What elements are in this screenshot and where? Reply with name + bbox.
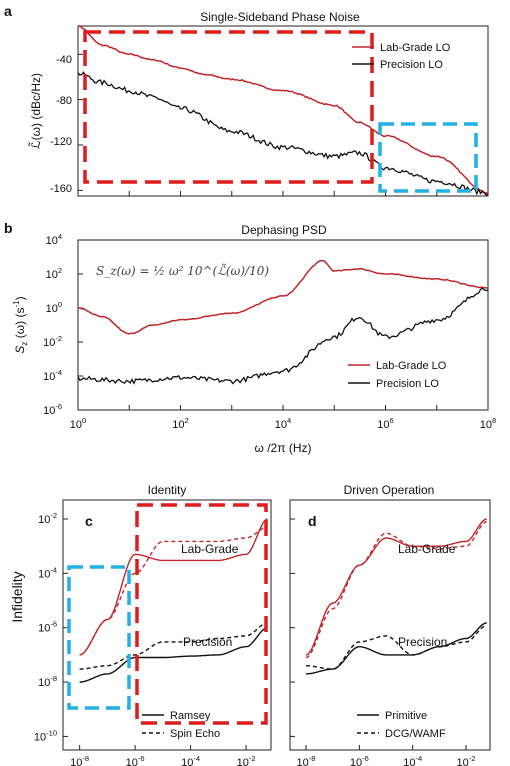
panel-c-xtick: 10-6	[126, 754, 145, 766]
panel-c-series	[79, 518, 268, 683]
panel-c-ytick: 10-8	[38, 674, 57, 689]
panel-d-xtick: 10-8	[297, 754, 316, 766]
panel-a-ytick: -160	[50, 183, 72, 195]
panel-d-frame	[289, 499, 491, 751]
panel-b-tickmarks	[77, 239, 489, 411]
panel-d: Driven Operation d 10-8 10-6 10-4 10-2 Lab-…	[289, 483, 491, 766]
panel-b-ytick: 10-2	[43, 334, 62, 349]
panel-b-line-precision	[77, 287, 489, 385]
panel-c-label: c	[85, 513, 93, 529]
panel-d-label: d	[308, 513, 317, 529]
panel-d-line-lab-grade-dashed	[305, 521, 487, 659]
panel-c-xticks: 10-8 10-6 10-4 10-2	[70, 754, 255, 766]
panel-c-ytick: 10-4	[38, 565, 57, 580]
panel-d-xtick: 10-2	[457, 754, 476, 766]
panel-b-xlabel: ω /2π (Hz)	[255, 441, 312, 455]
panel-a-ytick: -40	[56, 54, 72, 66]
panel-b-ytick: 10-6	[43, 402, 62, 417]
panel-c-line-precision-dashed	[79, 622, 268, 670]
panel-c-legend-spin-echo: Spin Echo	[170, 728, 220, 740]
panel-a-tickmarks	[77, 53, 489, 196]
panel-a-legend: Lab-Grade LO Precision LO	[352, 42, 451, 71]
panel-b-xtick: 108	[480, 416, 496, 431]
panel-a-red-highlight-box	[83, 30, 374, 184]
panel-c: Infidelity Identity c 10-210-410-610-810…	[9, 483, 272, 766]
panel-a-line-precision	[77, 71, 489, 196]
panel-b: b Dephasing PSD Sz (ω) (s-1) S_z(ω) = ½ …	[4, 220, 496, 455]
panel-d-legend-dcg-wamf: DCG/WAMF	[385, 728, 446, 740]
panel-c-xtick: 10-2	[237, 754, 256, 766]
panel-d-legend-primitive: Primitive	[385, 710, 427, 722]
panel-d-lab-grade-annotation: Lab-Grade	[398, 542, 456, 556]
panel-c-title: Identity	[148, 483, 187, 497]
panel-c-legend-ramsey: Ramsey	[170, 710, 211, 722]
panel-d-tickmarks	[290, 518, 467, 750]
panel-a-ytick: -120	[50, 136, 72, 148]
panel-c-blue-highlight-box	[67, 565, 131, 710]
panel-b-legend-lab-grade: Lab-Grade LO	[376, 360, 447, 372]
panel-b-series	[77, 259, 489, 385]
panel-b-ytick: 10-4	[43, 368, 62, 383]
panel-b-xtick: 102	[172, 416, 188, 431]
panel-a-legend-precision: Precision LO	[380, 59, 443, 71]
panel-d-line-precision-dashed	[306, 624, 487, 670]
panel-a-ylabel: ℒ̃(ω) (dBc/Hz)	[28, 73, 43, 149]
panel-c-frame	[62, 499, 272, 751]
panel-c-line-lab-grade-dashed	[79, 526, 268, 656]
panel-a-blue-highlight-box	[378, 122, 478, 193]
panel-d-series	[305, 518, 487, 675]
panel-b-xtick: 106	[377, 416, 393, 431]
panel-d-xticks: 10-8 10-6 10-4 10-2	[297, 754, 476, 766]
panel-c-ytick: 10-10	[34, 728, 57, 743]
panel-b-label: b	[4, 220, 13, 236]
panel-d-legend: Primitive DCG/WAMF	[357, 710, 446, 740]
panel-c-ytick: 10-6	[38, 620, 57, 635]
panel-d-xtick: 10-6	[350, 754, 369, 766]
panel-b-ytick: 104	[46, 232, 62, 247]
panel-b-legend-precision: Precision LO	[376, 378, 439, 390]
panel-d-line-precision-solid	[306, 622, 487, 675]
panel-b-ytick: 100	[46, 300, 62, 315]
panel-b-yticks: 104 102 100 10-2 10-4 10-6	[43, 232, 62, 417]
panel-b-ytick: 102	[46, 266, 62, 281]
panel-d-precision-annotation: Precision	[398, 635, 447, 649]
panel-c-legend: Ramsey Spin Echo	[142, 710, 220, 740]
panel-b-legend: Lab-Grade LO Precision LO	[348, 360, 447, 390]
panel-cd-ylabel: Infidelity	[9, 571, 25, 622]
panel-d-line-lab-grade-solid	[305, 518, 487, 656]
panel-b-line-lab-grade	[77, 259, 489, 335]
panel-b-xtick: 100	[70, 416, 86, 431]
panel-c-precision-annotation: Precision	[183, 635, 232, 649]
panel-c-ytick: 10-2	[38, 511, 57, 526]
panel-b-title: Dephasing PSD	[241, 223, 327, 237]
panel-a-series	[77, 25, 489, 196]
panel-c-red-highlight-box	[135, 503, 268, 725]
panel-a-ytick: -80	[56, 95, 72, 107]
panel-c-xtick: 10-8	[70, 754, 89, 766]
panel-a-yticks: -40 -80 -120 -160	[50, 54, 72, 195]
panel-c-line-lab-grade-solid	[79, 518, 268, 656]
panel-b-ylabel: Sz (ω) (s-1)	[12, 296, 29, 353]
panel-b-formula: S_z(ω) = ½ ω² 10^(ℒ̃(ω)/10)	[96, 263, 269, 278]
panel-b-xtick: 104	[275, 416, 291, 431]
panel-a: a Single-Sideband Phase Noise ℒ̃(ω) (dBc…	[4, 3, 489, 197]
panel-c-xtick: 10-4	[181, 754, 200, 766]
panel-a-legend-lab-grade: Lab-Grade LO	[380, 42, 451, 54]
panel-b-xticks: 100 102 104 106 108	[70, 416, 496, 431]
panel-c-yticks: 10-2 10-4 10-6 10-8 10-10	[34, 511, 57, 743]
panel-c-line-precision-solid	[79, 627, 268, 683]
panel-c-lab-grade-annotation: Lab-Grade	[181, 542, 239, 556]
panel-c-tickmarks	[63, 518, 247, 750]
panel-a-title: Single-Sideband Phase Noise	[200, 10, 360, 24]
panel-d-title: Driven Operation	[344, 483, 435, 497]
panel-d-xtick: 10-4	[403, 754, 422, 766]
panel-a-label: a	[4, 3, 12, 19]
panel-a-line-lab-grade	[77, 25, 488, 194]
